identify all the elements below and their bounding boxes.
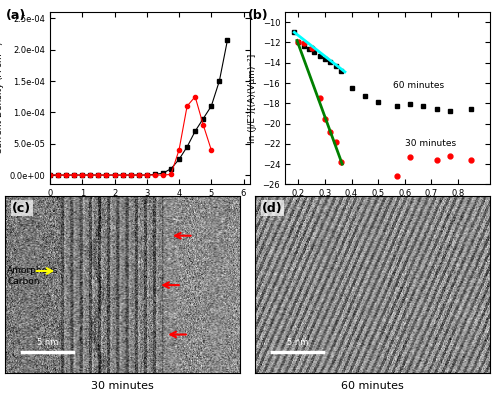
Text: 5 nm: 5 nm xyxy=(286,338,308,347)
Y-axis label: ln (J/E²)[(A)(Vμm)⁻²]: ln (J/E²)[(A)(Vμm)⁻²] xyxy=(248,54,257,143)
X-axis label: Electric Field (Vμm⁻¹): Electric Field (Vμm⁻¹) xyxy=(102,204,198,213)
Text: 30 minutes: 30 minutes xyxy=(405,139,456,148)
Y-axis label: Current Density (A cm⁻²): Current Density (A cm⁻²) xyxy=(0,42,4,154)
Text: (b): (b) xyxy=(248,8,268,22)
Text: (c): (c) xyxy=(12,202,31,215)
Text: 60 minutes: 60 minutes xyxy=(341,381,404,391)
X-axis label: 1/E (Vμm⁻¹): 1/E (Vμm⁻¹) xyxy=(361,204,414,213)
Text: 30 minutes: 30 minutes xyxy=(91,381,154,391)
Text: 60 minutes: 60 minutes xyxy=(393,81,444,90)
Text: (a): (a) xyxy=(6,8,26,22)
Text: Amorphous
Carbon: Amorphous Carbon xyxy=(8,266,59,286)
Text: (d): (d) xyxy=(262,202,282,215)
Text: 5 nm: 5 nm xyxy=(36,338,58,347)
